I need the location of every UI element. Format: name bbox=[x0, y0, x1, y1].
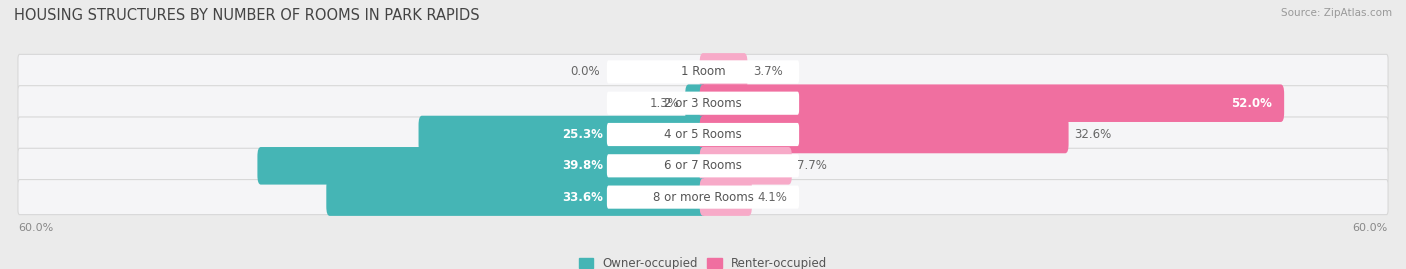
FancyBboxPatch shape bbox=[607, 123, 799, 146]
Legend: Owner-occupied, Renter-occupied: Owner-occupied, Renter-occupied bbox=[574, 253, 832, 269]
FancyBboxPatch shape bbox=[326, 178, 706, 216]
Text: 1.3%: 1.3% bbox=[650, 97, 679, 110]
Text: 33.6%: 33.6% bbox=[562, 191, 603, 204]
FancyBboxPatch shape bbox=[18, 117, 1388, 152]
FancyBboxPatch shape bbox=[607, 92, 799, 115]
Text: 4 or 5 Rooms: 4 or 5 Rooms bbox=[664, 128, 742, 141]
FancyBboxPatch shape bbox=[607, 60, 799, 83]
FancyBboxPatch shape bbox=[257, 147, 706, 185]
Text: HOUSING STRUCTURES BY NUMBER OF ROOMS IN PARK RAPIDS: HOUSING STRUCTURES BY NUMBER OF ROOMS IN… bbox=[14, 8, 479, 23]
FancyBboxPatch shape bbox=[700, 178, 752, 216]
Text: 2 or 3 Rooms: 2 or 3 Rooms bbox=[664, 97, 742, 110]
Text: 7.7%: 7.7% bbox=[797, 159, 827, 172]
FancyBboxPatch shape bbox=[607, 186, 799, 209]
Text: 0.0%: 0.0% bbox=[569, 65, 599, 78]
FancyBboxPatch shape bbox=[607, 154, 799, 177]
Text: 1 Room: 1 Room bbox=[681, 65, 725, 78]
FancyBboxPatch shape bbox=[700, 116, 1069, 153]
FancyBboxPatch shape bbox=[700, 84, 1284, 122]
FancyBboxPatch shape bbox=[419, 116, 706, 153]
FancyBboxPatch shape bbox=[18, 148, 1388, 183]
FancyBboxPatch shape bbox=[685, 84, 706, 122]
Text: 25.3%: 25.3% bbox=[562, 128, 603, 141]
Text: 3.7%: 3.7% bbox=[754, 65, 783, 78]
Text: 4.1%: 4.1% bbox=[758, 191, 787, 204]
FancyBboxPatch shape bbox=[18, 86, 1388, 121]
FancyBboxPatch shape bbox=[18, 54, 1388, 89]
Text: 52.0%: 52.0% bbox=[1232, 97, 1272, 110]
FancyBboxPatch shape bbox=[700, 147, 792, 185]
Text: 8 or more Rooms: 8 or more Rooms bbox=[652, 191, 754, 204]
Text: 32.6%: 32.6% bbox=[1074, 128, 1111, 141]
Text: 39.8%: 39.8% bbox=[562, 159, 603, 172]
Text: Source: ZipAtlas.com: Source: ZipAtlas.com bbox=[1281, 8, 1392, 18]
Text: 6 or 7 Rooms: 6 or 7 Rooms bbox=[664, 159, 742, 172]
FancyBboxPatch shape bbox=[18, 180, 1388, 215]
FancyBboxPatch shape bbox=[700, 53, 748, 91]
